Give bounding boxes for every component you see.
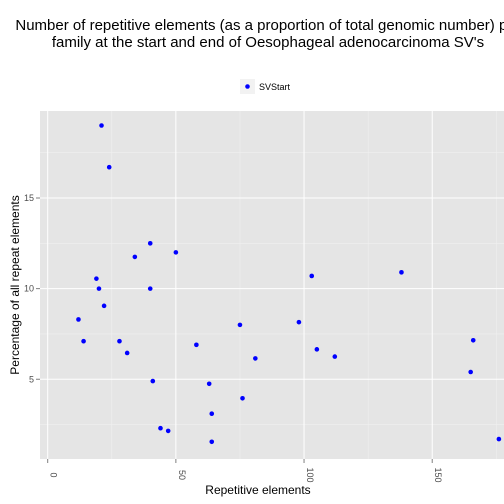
data-point xyxy=(117,338,122,344)
data-point xyxy=(147,286,153,291)
data-point xyxy=(124,350,130,356)
y-axis-title: Percentage of all repeat elements xyxy=(8,195,22,374)
x-tick-label: 0 xyxy=(49,472,59,477)
data-point xyxy=(99,123,104,128)
data-point xyxy=(296,319,302,325)
data-point xyxy=(150,378,156,384)
data-point xyxy=(399,270,404,275)
y-tick-label: 10 xyxy=(24,284,34,294)
x-axis-title: Repetitive elements xyxy=(205,483,310,497)
y-tick-label: 15 xyxy=(24,193,34,203)
data-point xyxy=(496,436,502,442)
data-point xyxy=(240,395,245,401)
data-point xyxy=(81,338,86,344)
data-point xyxy=(147,241,153,246)
data-point xyxy=(132,254,138,260)
legend-label-svstart: SVStart xyxy=(259,82,291,92)
plot-panel xyxy=(40,111,504,459)
data-point xyxy=(165,428,171,434)
minor-gridlines xyxy=(40,111,504,459)
data-point xyxy=(309,273,315,279)
data-point xyxy=(253,356,258,361)
data-point xyxy=(209,411,215,416)
data-points xyxy=(76,123,502,445)
legend: SVStart xyxy=(240,79,291,94)
chart-title-line-1: Number of repetitive elements (as a prop… xyxy=(15,17,504,34)
y-tick-label: 5 xyxy=(29,374,34,384)
data-point xyxy=(94,276,99,281)
data-point xyxy=(194,342,199,348)
x-axis-ticks: 0 50 100 150 xyxy=(47,459,443,483)
data-point xyxy=(76,317,81,322)
y-axis-ticks: 5 10 15 xyxy=(24,193,40,384)
data-point xyxy=(106,164,112,170)
major-gridlines xyxy=(40,111,504,459)
data-point xyxy=(470,337,476,343)
data-point xyxy=(96,286,102,291)
data-point xyxy=(468,369,473,375)
x-tick-label: 150 xyxy=(433,467,443,482)
data-point xyxy=(158,425,163,431)
data-point xyxy=(209,439,215,445)
chart-title-line-2: family at the start and end of Oesophage… xyxy=(52,34,484,51)
x-tick-label: 100 xyxy=(305,467,315,482)
data-point xyxy=(206,381,212,387)
data-point xyxy=(314,347,320,352)
x-tick-label: 50 xyxy=(177,470,187,480)
data-point xyxy=(237,322,243,328)
data-point xyxy=(332,354,338,359)
data-point xyxy=(101,303,107,309)
legend-key-point xyxy=(245,84,250,89)
data-point xyxy=(173,250,179,255)
